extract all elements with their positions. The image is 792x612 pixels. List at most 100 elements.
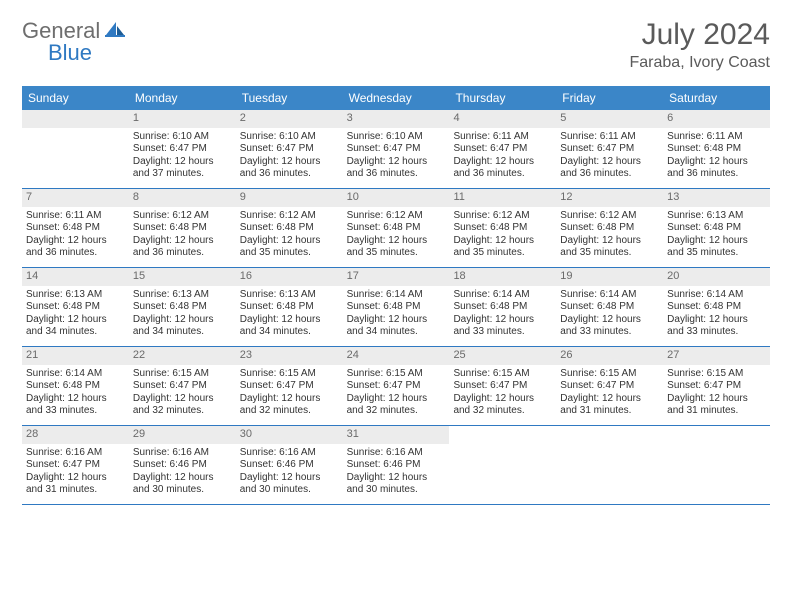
day-number: 8	[129, 189, 236, 207]
day-number: 4	[449, 110, 556, 128]
sunrise-text: Sunrise: 6:16 AM	[26, 447, 125, 460]
logo-word2: Blue	[48, 40, 92, 66]
day-cell: 6Sunrise: 6:11 AMSunset: 6:48 PMDaylight…	[663, 110, 770, 188]
sunset-text: Sunset: 6:46 PM	[133, 459, 232, 472]
sunrise-text: Sunrise: 6:12 AM	[560, 210, 659, 223]
day-cell: 25Sunrise: 6:15 AMSunset: 6:47 PMDayligh…	[449, 347, 556, 425]
calendar: SundayMondayTuesdayWednesdayThursdayFrid…	[22, 86, 770, 505]
sunrise-text: Sunrise: 6:11 AM	[560, 131, 659, 144]
sunset-text: Sunset: 6:46 PM	[240, 459, 339, 472]
day-number: 20	[663, 268, 770, 286]
day-number: 30	[236, 426, 343, 444]
day-number: 28	[22, 426, 129, 444]
sunset-text: Sunset: 6:48 PM	[667, 301, 766, 314]
sunrise-text: Sunrise: 6:16 AM	[347, 447, 446, 460]
dow-cell: Thursday	[449, 86, 556, 110]
day-cell: 12Sunrise: 6:12 AMSunset: 6:48 PMDayligh…	[556, 189, 663, 267]
daylight-text: Daylight: 12 hours	[453, 393, 552, 406]
daylight-text: Daylight: 12 hours	[453, 156, 552, 169]
sunset-text: Sunset: 6:46 PM	[347, 459, 446, 472]
day-cell: 18Sunrise: 6:14 AMSunset: 6:48 PMDayligh…	[449, 268, 556, 346]
day-cell: 7Sunrise: 6:11 AMSunset: 6:48 PMDaylight…	[22, 189, 129, 267]
day-number: 29	[129, 426, 236, 444]
daylight-text: Daylight: 12 hours	[560, 235, 659, 248]
daylight-text: and 30 minutes.	[240, 484, 339, 497]
daylight-text: and 33 minutes.	[667, 326, 766, 339]
daylight-text: and 32 minutes.	[453, 405, 552, 418]
sunset-text: Sunset: 6:48 PM	[26, 301, 125, 314]
dow-cell: Sunday	[22, 86, 129, 110]
daylight-text: Daylight: 12 hours	[667, 314, 766, 327]
location: Faraba, Ivory Coast	[630, 54, 771, 72]
daylight-text: and 36 minutes.	[560, 168, 659, 181]
day-cell: 10Sunrise: 6:12 AMSunset: 6:48 PMDayligh…	[343, 189, 450, 267]
sunset-text: Sunset: 6:48 PM	[133, 222, 232, 235]
day-number: 18	[449, 268, 556, 286]
sunrise-text: Sunrise: 6:15 AM	[240, 368, 339, 381]
day-cell: 22Sunrise: 6:15 AMSunset: 6:47 PMDayligh…	[129, 347, 236, 425]
sunrise-text: Sunrise: 6:10 AM	[240, 131, 339, 144]
sunset-text: Sunset: 6:48 PM	[453, 222, 552, 235]
sunrise-text: Sunrise: 6:15 AM	[133, 368, 232, 381]
week-row: 21Sunrise: 6:14 AMSunset: 6:48 PMDayligh…	[22, 347, 770, 426]
day-cell: 5Sunrise: 6:11 AMSunset: 6:47 PMDaylight…	[556, 110, 663, 188]
dow-cell: Friday	[556, 86, 663, 110]
day-number: 17	[343, 268, 450, 286]
day-cell: 23Sunrise: 6:15 AMSunset: 6:47 PMDayligh…	[236, 347, 343, 425]
sunrise-text: Sunrise: 6:10 AM	[347, 131, 446, 144]
daylight-text: and 33 minutes.	[560, 326, 659, 339]
sunset-text: Sunset: 6:47 PM	[453, 380, 552, 393]
day-number: 23	[236, 347, 343, 365]
day-cell: 15Sunrise: 6:13 AMSunset: 6:48 PMDayligh…	[129, 268, 236, 346]
day-number: 5	[556, 110, 663, 128]
week-row: 28Sunrise: 6:16 AMSunset: 6:47 PMDayligh…	[22, 426, 770, 505]
daylight-text: Daylight: 12 hours	[347, 393, 446, 406]
day-cell: 21Sunrise: 6:14 AMSunset: 6:48 PMDayligh…	[22, 347, 129, 425]
day-cell: 26Sunrise: 6:15 AMSunset: 6:47 PMDayligh…	[556, 347, 663, 425]
day-cell: 29Sunrise: 6:16 AMSunset: 6:46 PMDayligh…	[129, 426, 236, 504]
day-number: 10	[343, 189, 450, 207]
daylight-text: Daylight: 12 hours	[560, 314, 659, 327]
day-number-blank	[22, 110, 129, 128]
daylight-text: Daylight: 12 hours	[26, 314, 125, 327]
day-cell: 11Sunrise: 6:12 AMSunset: 6:48 PMDayligh…	[449, 189, 556, 267]
daylight-text: Daylight: 12 hours	[240, 472, 339, 485]
sunrise-text: Sunrise: 6:11 AM	[26, 210, 125, 223]
day-number: 24	[343, 347, 450, 365]
daylight-text: and 33 minutes.	[453, 326, 552, 339]
daylight-text: Daylight: 12 hours	[240, 235, 339, 248]
daylight-text: and 31 minutes.	[26, 484, 125, 497]
sunset-text: Sunset: 6:47 PM	[240, 143, 339, 156]
sunset-text: Sunset: 6:48 PM	[26, 222, 125, 235]
sunrise-text: Sunrise: 6:13 AM	[240, 289, 339, 302]
daylight-text: and 34 minutes.	[133, 326, 232, 339]
day-cell: 24Sunrise: 6:15 AMSunset: 6:47 PMDayligh…	[343, 347, 450, 425]
day-number: 6	[663, 110, 770, 128]
sunset-text: Sunset: 6:47 PM	[560, 143, 659, 156]
day-number: 3	[343, 110, 450, 128]
daylight-text: Daylight: 12 hours	[453, 235, 552, 248]
day-cell: 16Sunrise: 6:13 AMSunset: 6:48 PMDayligh…	[236, 268, 343, 346]
sunrise-text: Sunrise: 6:13 AM	[26, 289, 125, 302]
day-cell-empty	[449, 426, 556, 504]
sunrise-text: Sunrise: 6:11 AM	[453, 131, 552, 144]
daylight-text: Daylight: 12 hours	[347, 314, 446, 327]
daylight-text: and 35 minutes.	[453, 247, 552, 260]
dow-row: SundayMondayTuesdayWednesdayThursdayFrid…	[22, 86, 770, 110]
day-cell: 31Sunrise: 6:16 AMSunset: 6:46 PMDayligh…	[343, 426, 450, 504]
sunrise-text: Sunrise: 6:12 AM	[453, 210, 552, 223]
daylight-text: Daylight: 12 hours	[453, 314, 552, 327]
sunrise-text: Sunrise: 6:14 AM	[26, 368, 125, 381]
sunset-text: Sunset: 6:47 PM	[26, 459, 125, 472]
day-cell: 2Sunrise: 6:10 AMSunset: 6:47 PMDaylight…	[236, 110, 343, 188]
sunset-text: Sunset: 6:48 PM	[240, 301, 339, 314]
daylight-text: and 35 minutes.	[560, 247, 659, 260]
day-cell: 1Sunrise: 6:10 AMSunset: 6:47 PMDaylight…	[129, 110, 236, 188]
day-cell-empty	[556, 426, 663, 504]
daylight-text: Daylight: 12 hours	[240, 156, 339, 169]
day-number: 14	[22, 268, 129, 286]
sunset-text: Sunset: 6:48 PM	[347, 301, 446, 314]
day-cell: 3Sunrise: 6:10 AMSunset: 6:47 PMDaylight…	[343, 110, 450, 188]
daylight-text: and 32 minutes.	[347, 405, 446, 418]
daylight-text: and 31 minutes.	[667, 405, 766, 418]
